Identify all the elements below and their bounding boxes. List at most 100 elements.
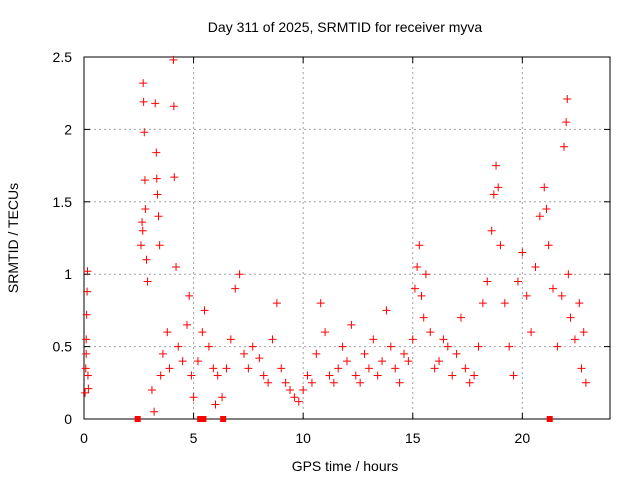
data-point [211, 400, 220, 409]
data-point [154, 212, 163, 221]
data-point [456, 313, 465, 322]
data-point [325, 371, 334, 380]
data-point [492, 161, 501, 170]
zero-marker [134, 416, 141, 422]
data-point [577, 364, 586, 373]
zero-marker [200, 416, 207, 422]
data-point [540, 183, 549, 192]
data-point [435, 357, 444, 366]
data-point [141, 205, 150, 214]
data-point [575, 299, 584, 308]
data-point [307, 378, 316, 387]
data-point [169, 55, 178, 64]
x-tick-label: 10 [295, 430, 311, 446]
chart-title: Day 311 of 2025, SRMTID for receiver myv… [208, 19, 483, 35]
data-point [522, 291, 531, 300]
data-point [316, 299, 325, 308]
data-point [169, 102, 178, 111]
x-tick-label: 15 [405, 430, 421, 446]
data-point [452, 349, 461, 358]
data-point [290, 393, 299, 402]
data-point [268, 335, 277, 344]
data-point [155, 241, 164, 250]
data-point [185, 291, 194, 300]
data-point [415, 241, 424, 250]
data-point [147, 386, 156, 395]
data-point [356, 378, 365, 387]
data-point [239, 349, 248, 358]
data-point [419, 313, 428, 322]
data-point [386, 342, 395, 351]
data-point [559, 142, 568, 151]
data-point [150, 407, 159, 416]
data-point [231, 284, 240, 293]
data-point [143, 277, 152, 286]
data-point [189, 393, 198, 402]
data-point [430, 364, 439, 373]
data-point [518, 248, 527, 257]
data-point [136, 241, 145, 250]
x-tick-label: 20 [515, 430, 531, 446]
data-point [281, 378, 290, 387]
data-point [564, 270, 573, 279]
data-point [494, 183, 503, 192]
x-tick-label: 0 [80, 430, 88, 446]
data-point [222, 364, 231, 373]
y-tick-label: 0 [64, 411, 72, 427]
data-point [404, 357, 413, 366]
data-point [153, 190, 162, 199]
data-point [513, 277, 522, 286]
axis-ticks: 0 5 10 15 20 0 0.5 1 1.5 2 2.5 [53, 49, 610, 446]
data-point [553, 342, 562, 351]
data-point [259, 371, 268, 380]
data-point [474, 342, 483, 351]
data-point [83, 287, 92, 296]
data-point [255, 354, 264, 363]
data-point [178, 357, 187, 366]
data-point [399, 349, 408, 358]
x-tick-label: 5 [190, 430, 198, 446]
data-point [139, 79, 148, 88]
data-point [152, 148, 161, 157]
data-point [557, 291, 566, 300]
data-point [272, 299, 281, 308]
data-point [334, 364, 343, 373]
data-point [235, 270, 244, 279]
data-point [82, 335, 91, 344]
data-point [426, 328, 435, 337]
data-point [200, 306, 209, 315]
zero-marker [197, 416, 204, 422]
y-tick-label: 1.5 [53, 194, 73, 210]
data-point [172, 262, 181, 271]
data-point [542, 205, 551, 214]
data-point [395, 378, 404, 387]
data-point [204, 342, 213, 351]
data-point [496, 241, 505, 250]
data-point [138, 226, 147, 235]
y-tick-label: 2 [64, 121, 72, 137]
data-point [81, 364, 90, 373]
data-point [483, 277, 492, 286]
data-point [347, 320, 356, 329]
data-point [193, 357, 202, 366]
y-axis-label: SRMTID / TECUs [5, 183, 21, 293]
data-point [410, 284, 419, 293]
data-point [218, 393, 227, 402]
data-point [413, 262, 422, 271]
plot-frame [83, 56, 611, 420]
data-point [81, 388, 90, 397]
data-point [198, 328, 207, 337]
data-point [82, 310, 91, 319]
zero-marker [546, 416, 553, 422]
data-point [489, 190, 498, 199]
data-point [244, 364, 253, 373]
data-point [408, 335, 417, 344]
data-point [544, 241, 553, 250]
data-point [391, 364, 400, 373]
data-point [531, 262, 540, 271]
data-point [83, 267, 92, 276]
data-point [364, 364, 373, 373]
data-point [165, 364, 174, 373]
data-point [183, 320, 192, 329]
data-point [470, 371, 479, 380]
